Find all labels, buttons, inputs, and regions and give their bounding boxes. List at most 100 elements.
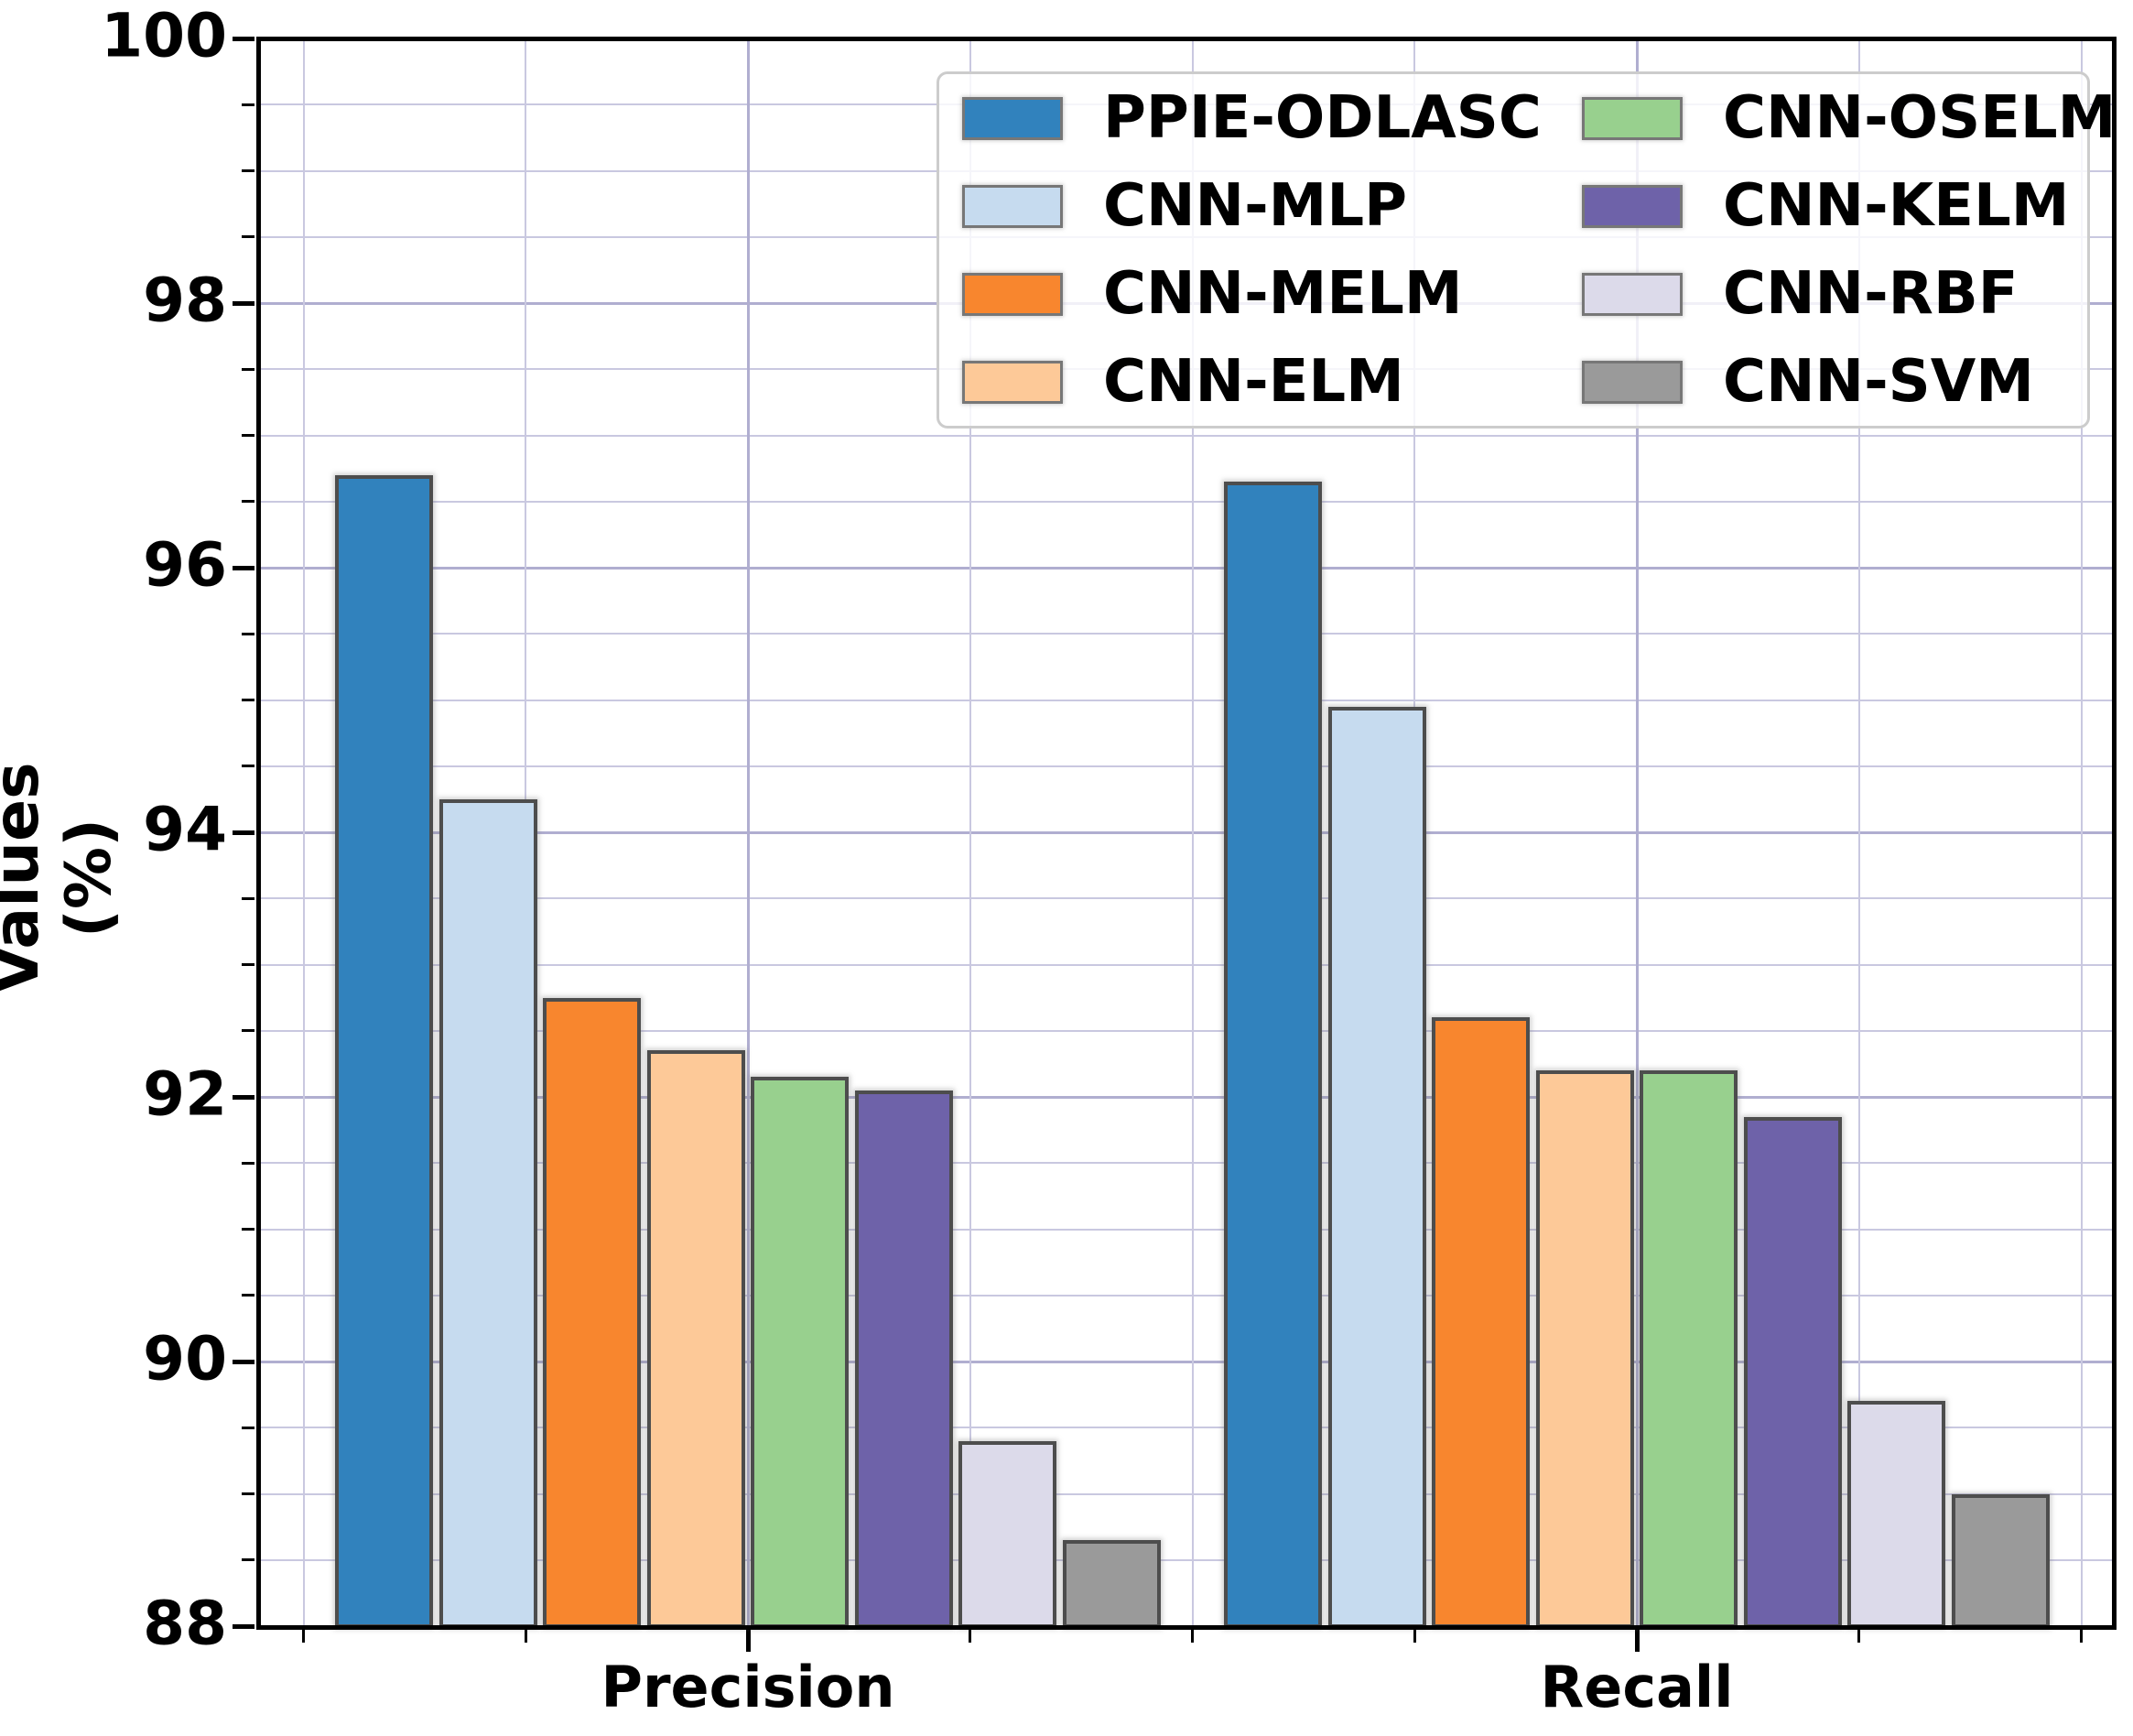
bar-precision-ppie-odlasc — [335, 474, 434, 1628]
y-tick-label-100: 100 — [101, 0, 227, 71]
y-tick-label-88: 88 — [143, 1588, 227, 1659]
y-minor-tick — [242, 1029, 254, 1033]
bar-precision-cnn-svm — [1062, 1540, 1161, 1628]
x-minor-tick — [524, 1630, 527, 1643]
bar-recall-cnn-elm — [1535, 1070, 1634, 1628]
y-tick-label-92: 92 — [143, 1058, 227, 1130]
legend-item-cnn-mlp: CNN-MLP — [962, 162, 1542, 250]
y-gridline — [258, 434, 2113, 437]
y-minor-tick — [242, 1492, 254, 1495]
y-tick-label-90: 90 — [143, 1323, 227, 1394]
legend-column-2: CNN-OSELM CNN-KELM CNN-RBF CNN-SVM — [1582, 74, 2116, 426]
y-gridline — [258, 830, 2113, 834]
y-gridline — [258, 897, 2113, 900]
bar-recall-cnn-kelm — [1743, 1116, 1842, 1628]
x-major-tick — [745, 1630, 751, 1652]
x-gridline — [1857, 38, 1860, 1626]
x-gridline — [1191, 38, 1194, 1626]
y-minor-tick — [242, 1161, 254, 1165]
y-gridline — [258, 1095, 2113, 1099]
bar-recall-cnn-oselm — [1640, 1070, 1738, 1628]
y-minor-tick — [242, 699, 254, 701]
bar-precision-cnn-oselm — [751, 1077, 850, 1628]
x-tick-label-recall: Recall — [1540, 1654, 1734, 1720]
bar-precision-cnn-elm — [646, 1050, 745, 1628]
x-gridline — [1635, 38, 1639, 1626]
y-minor-tick — [242, 1558, 254, 1562]
y-minor-tick — [242, 235, 254, 239]
legend-label-cnn-mlp: CNN-MLP — [1103, 172, 1408, 240]
y-gridline — [258, 699, 2113, 701]
y-gridline — [258, 1029, 2113, 1032]
bar-precision-cnn-melm — [543, 997, 642, 1628]
y-major-tick — [233, 300, 254, 306]
y-minor-tick — [242, 169, 254, 172]
x-gridline — [746, 38, 750, 1626]
y-minor-tick — [242, 1294, 254, 1297]
x-minor-tick — [2080, 1630, 2083, 1643]
y-minor-tick — [242, 500, 254, 504]
y-gridline — [258, 1558, 2113, 1561]
bar-precision-cnn-mlp — [439, 798, 537, 1628]
legend-swatch-cnn-mlp — [962, 184, 1063, 228]
legend-swatch-cnn-kelm — [1582, 184, 1683, 228]
x-minor-tick — [302, 1630, 305, 1643]
x-gridline — [302, 38, 305, 1626]
y-minor-tick — [242, 963, 254, 966]
x-minor-tick — [969, 1630, 972, 1643]
legend-label-cnn-svm: CNN-SVM — [1723, 348, 2034, 416]
bar-precision-cnn-kelm — [854, 1090, 953, 1628]
y-minor-tick — [242, 434, 254, 437]
bar-precision-cnn-rbf — [958, 1440, 1057, 1628]
x-minor-tick — [1857, 1630, 1861, 1643]
y-gridline — [258, 633, 2113, 635]
legend-item-cnn-kelm: CNN-KELM — [1582, 162, 2116, 250]
y-major-tick — [233, 36, 254, 41]
y-gridline — [258, 1492, 2113, 1495]
bar-recall-cnn-melm — [1432, 1017, 1531, 1628]
legend-label-cnn-oselm: CNN-OSELM — [1723, 84, 2117, 152]
x-gridline — [969, 38, 971, 1626]
legend-box: PPIE-ODLASC CNN-MLP CNN-MELM CNN-ELM CNN-OS… — [937, 71, 2116, 429]
legend-label-ppie-odlasc: PPIE-ODLASC — [1103, 84, 1542, 152]
y-gridline — [258, 1360, 2113, 1363]
legend-swatch-cnn-elm — [962, 360, 1063, 404]
bar-recall-cnn-mlp — [1327, 706, 1426, 1628]
legend-item-cnn-melm: CNN-MELM — [962, 250, 1542, 338]
legend-swatch-cnn-svm — [1582, 360, 1683, 404]
y-minor-tick — [242, 1228, 254, 1231]
x-minor-tick — [1191, 1630, 1194, 1643]
legend-item-cnn-svm: CNN-SVM — [1582, 338, 2116, 426]
y-gridline — [258, 1294, 2113, 1297]
x-minor-tick — [1413, 1630, 1416, 1643]
y-gridline — [258, 1427, 2113, 1429]
legend-swatch-ppie-odlasc — [962, 96, 1063, 140]
bar-recall-ppie-odlasc — [1224, 482, 1323, 1628]
y-gridline — [258, 500, 2113, 503]
legend-swatch-cnn-rbf — [1582, 272, 1683, 316]
y-minor-tick — [242, 103, 254, 106]
legend-column-1: PPIE-ODLASC CNN-MLP CNN-MELM CNN-ELM — [962, 74, 1542, 426]
bar-recall-cnn-rbf — [1847, 1401, 1946, 1628]
y-minor-tick — [242, 896, 254, 900]
y-minor-tick — [242, 765, 254, 768]
y-major-tick — [233, 1359, 254, 1364]
legend-label-cnn-kelm: CNN-KELM — [1723, 172, 2070, 240]
y-minor-tick — [242, 1426, 254, 1429]
y-minor-tick — [242, 367, 254, 371]
y-major-tick — [233, 830, 254, 835]
legend-item-cnn-rbf: CNN-RBF — [1582, 250, 2116, 338]
x-tick-label-precision: Precision — [601, 1654, 895, 1720]
y-axis-title: Values (%) — [0, 762, 125, 994]
y-major-tick — [233, 565, 254, 570]
x-major-tick — [1634, 1630, 1640, 1652]
legend-swatch-cnn-melm — [962, 272, 1063, 316]
y-gridline — [258, 765, 2113, 767]
legend-item-cnn-oselm: CNN-OSELM — [1582, 74, 2116, 162]
y-gridline — [258, 963, 2113, 966]
y-gridline — [258, 566, 2113, 570]
legend-item-ppie-odlasc: PPIE-ODLASC — [962, 74, 1542, 162]
x-gridline — [2080, 38, 2083, 1626]
y-tick-label-96: 96 — [143, 529, 227, 601]
